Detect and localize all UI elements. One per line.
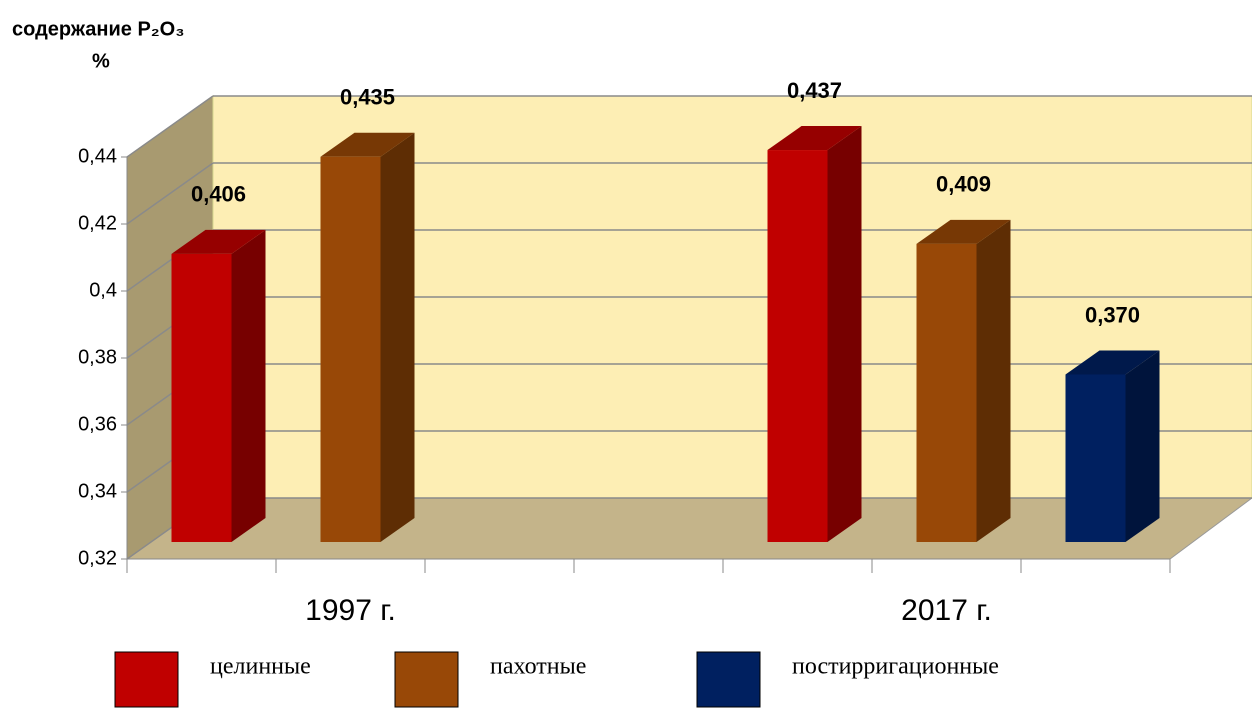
bar-side	[976, 219, 1011, 542]
bar	[767, 150, 828, 543]
bar-side	[1125, 350, 1160, 542]
legend-label: целинные	[210, 654, 311, 680]
bar-top	[320, 132, 415, 157]
y-tick-label: 0,44	[78, 145, 117, 167]
y-tick-label: 0,4	[89, 279, 117, 301]
legend-swatch	[696, 651, 761, 708]
bar-top	[916, 219, 1011, 244]
bar	[916, 243, 977, 542]
value-label: 0,370	[1085, 302, 1140, 327]
value-label: 0,409	[936, 172, 991, 197]
bar-side	[827, 126, 862, 543]
grid-line	[126, 162, 214, 225]
legend-swatch	[394, 651, 459, 708]
legend-label: пахотные	[490, 654, 586, 680]
bar-top	[767, 126, 862, 151]
chart-title: содержание P₂O₃	[12, 18, 184, 40]
bar-top	[1065, 350, 1160, 375]
bar	[1065, 374, 1126, 542]
value-label: 0,406	[191, 182, 246, 207]
y-axis-label: %	[92, 50, 110, 72]
legend-swatch	[114, 651, 179, 708]
bar-top	[171, 229, 266, 254]
value-label: 0,435	[340, 85, 395, 110]
bar	[320, 156, 381, 542]
bar-side	[231, 229, 266, 542]
y-tick-label: 0,32	[78, 547, 117, 569]
y-tick-label: 0,42	[78, 212, 117, 234]
bar-side	[380, 132, 415, 542]
y-tick-label: 0,38	[78, 346, 117, 368]
x-tick-label: 2017 г.	[901, 594, 992, 627]
x-tick-label: 1997 г.	[305, 594, 396, 627]
value-label: 0,437	[787, 78, 842, 103]
y-tick-label: 0,36	[78, 413, 117, 435]
y-tick-label: 0,34	[78, 480, 117, 502]
legend-label: постирригационные	[792, 654, 999, 680]
grid-line	[126, 95, 214, 158]
bar	[171, 253, 232, 542]
